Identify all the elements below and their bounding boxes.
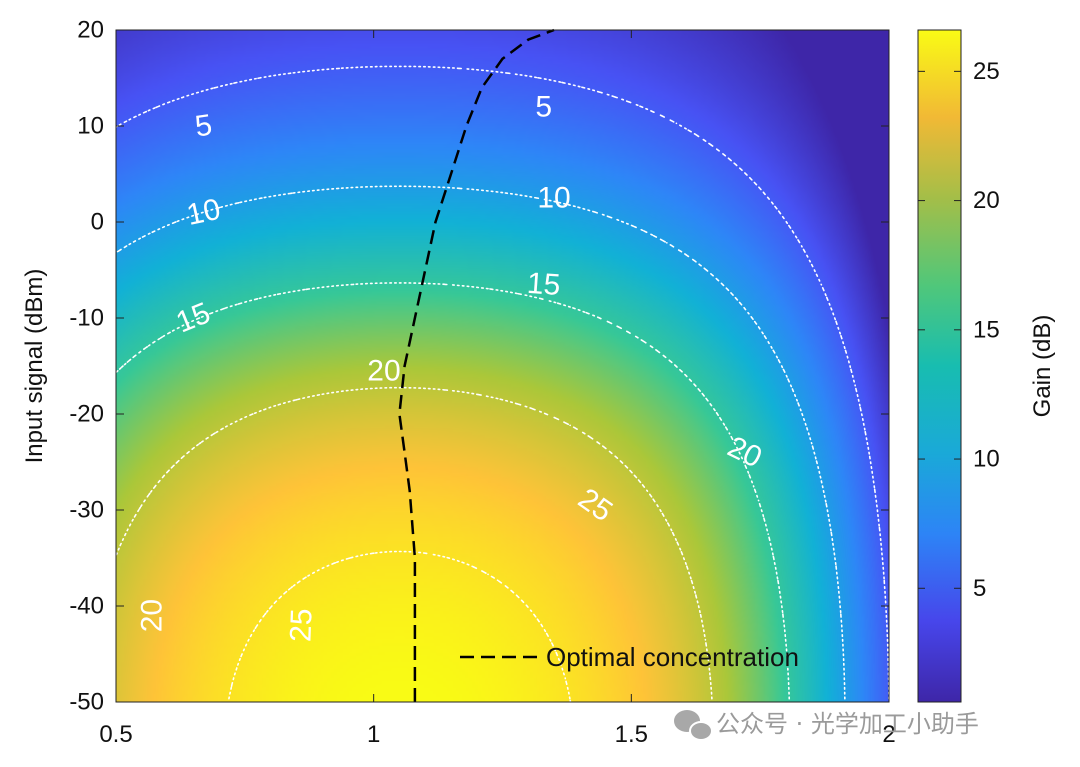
colorbar <box>917 29 962 703</box>
contour-label: 10 <box>537 182 570 215</box>
contour-label: 15 <box>526 267 562 302</box>
contour-line <box>115 282 791 703</box>
legend-label: Optimal concentration <box>546 642 799 672</box>
contour-label: 25 <box>284 608 318 643</box>
colorbar-title: Gain (dB) <box>1029 315 1056 418</box>
contour-lines <box>115 65 890 703</box>
contour-label: 5 <box>193 108 214 143</box>
wechat-icon <box>674 710 713 741</box>
watermark-text: 公众号 · 光学加工小助手 <box>716 710 979 738</box>
y-tick-label: -30 <box>69 497 104 524</box>
y-tick-label: 10 <box>77 113 104 140</box>
watermark: 公众号 · 光学加工小助手 <box>674 710 979 741</box>
x-tick-label: 1.5 <box>615 721 648 748</box>
contour-line <box>115 185 846 703</box>
y-tick-label: 0 <box>91 209 104 236</box>
x-tick-label: 2 <box>882 721 895 748</box>
colorbar-tick-label: 20 <box>973 187 1000 214</box>
axis-ticks <box>115 29 890 703</box>
y-tick-label: -10 <box>69 305 104 332</box>
contour-label: 10 <box>184 193 224 232</box>
colorbar-tick-label: 10 <box>973 446 1000 473</box>
colorbar-ticks: 25 20 15 10 5 <box>918 58 1000 602</box>
contour-label: 5 <box>535 90 552 123</box>
y-tick-label: -20 <box>69 401 104 428</box>
contour-line <box>115 65 890 703</box>
heatmap-image <box>116 30 889 702</box>
y-tick-labels: 20 10 0 -10 -20 -30 -40 -50 <box>69 17 104 716</box>
x-tick-label: 1 <box>367 721 380 748</box>
contour-line <box>227 550 572 703</box>
plot-frame <box>115 29 890 703</box>
y-tick-label: -50 <box>69 689 104 716</box>
colorbar-tick-label: 5 <box>973 575 986 602</box>
legend: Optimal concentration <box>460 642 799 672</box>
x-tick-label: 0.5 <box>99 721 132 748</box>
y-tick-label: 20 <box>77 17 104 44</box>
contour-label: 20 <box>367 354 400 387</box>
colorbar-tick-label: 25 <box>973 58 1000 85</box>
y-tick-label: -40 <box>69 593 104 620</box>
colorbar-tick-label: 15 <box>973 316 1000 343</box>
contour-line <box>115 386 713 703</box>
y-axis-title: Input signal (dBm) <box>21 269 48 464</box>
x-tick-labels: 0.5 1 1.5 2 <box>99 721 895 748</box>
contour-label: 20 <box>136 599 169 632</box>
